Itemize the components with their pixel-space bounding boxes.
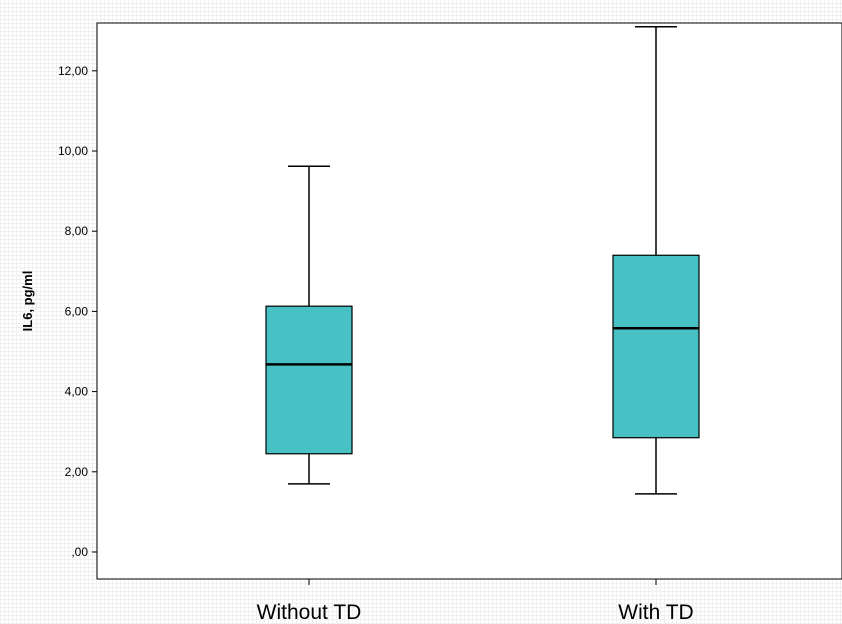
y-tick-label: 4,00 bbox=[65, 385, 89, 399]
plot-area bbox=[96, 22, 842, 580]
boxes-group bbox=[265, 25, 700, 495]
y-tick-label: 8,00 bbox=[65, 224, 89, 238]
y-axis-title: IL6, pg/ml bbox=[20, 271, 35, 332]
iqr-box bbox=[612, 254, 700, 439]
y-axis: ,00 2,00 4,00 6,00 8,00 10,00 12,00 bbox=[58, 64, 97, 559]
y-tick-label: 10,00 bbox=[58, 144, 88, 158]
y-tick-label: 2,00 bbox=[65, 465, 89, 479]
x-axis: Without TD With TD bbox=[257, 579, 694, 624]
box-with-td bbox=[612, 25, 700, 495]
y-tick-label: ,00 bbox=[71, 545, 88, 559]
iqr-box bbox=[265, 305, 353, 455]
x-category-label: With TD bbox=[618, 601, 693, 624]
y-tick-label: 12,00 bbox=[58, 64, 88, 78]
box-without-td bbox=[265, 165, 353, 485]
x-category-label: Without TD bbox=[257, 601, 362, 624]
y-tick-label: 6,00 bbox=[65, 304, 89, 318]
